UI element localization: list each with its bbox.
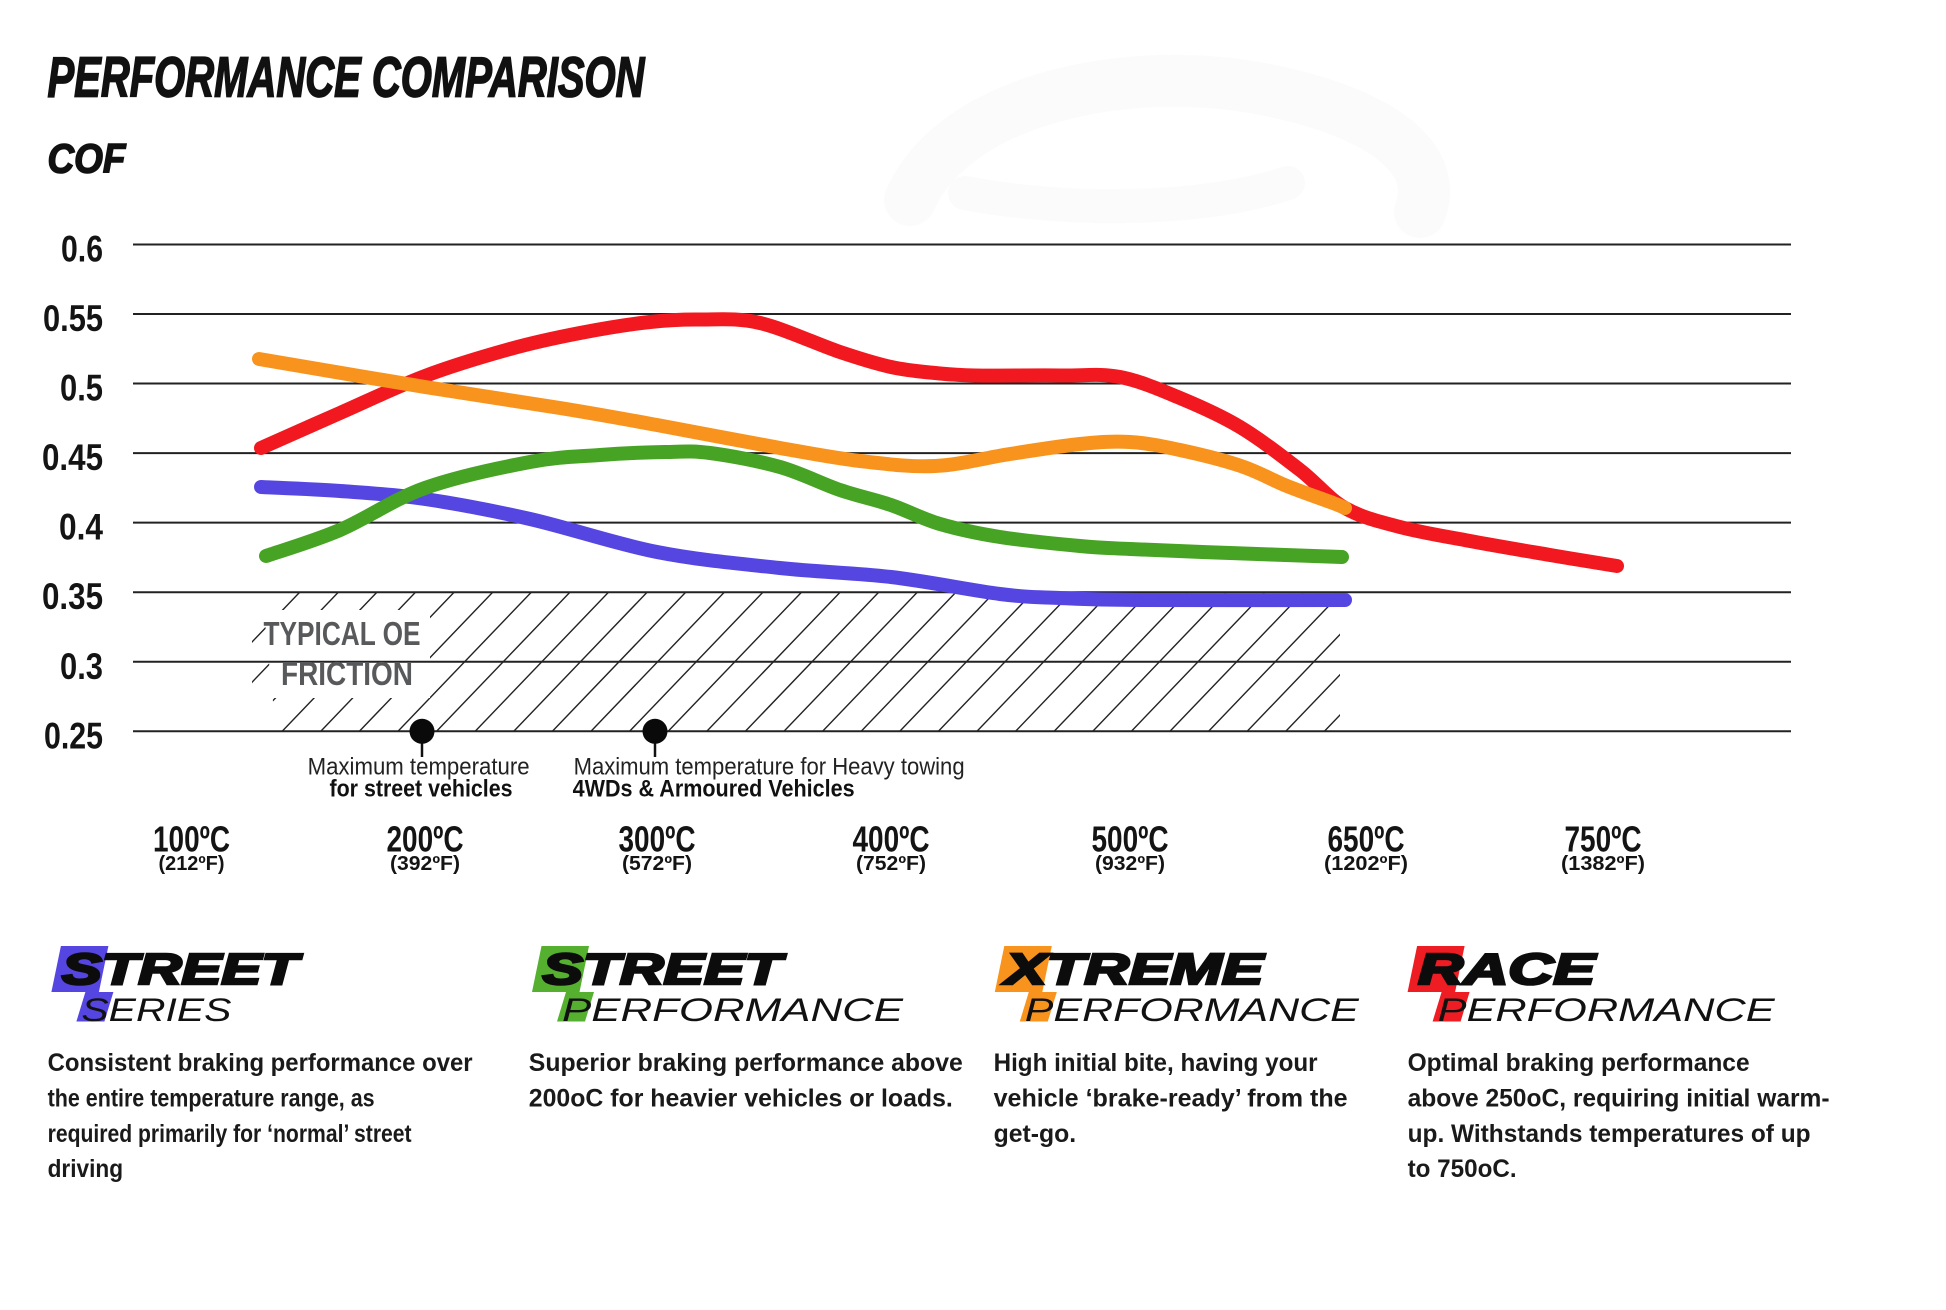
svg-text:driving: driving (48, 1155, 124, 1183)
svg-text:PERFORMANCE: PERFORMANCE (562, 992, 904, 1028)
svg-text:300ºC: 300ºC (619, 819, 696, 860)
svg-text:0.4: 0.4 (59, 507, 103, 548)
svg-text:200oC for heavier vehicles or: 200oC for heavier vehicles or loads. (529, 1085, 953, 1113)
svg-text:0.25: 0.25 (44, 715, 103, 756)
svg-text:for street vehicles: for street vehicles (330, 775, 513, 802)
svg-text:500ºC: 500ºC (1092, 819, 1169, 860)
svg-text:650ºC: 650ºC (1328, 819, 1405, 860)
svg-text:SERIES: SERIES (81, 992, 231, 1028)
svg-text:STREET: STREET (62, 946, 303, 994)
svg-text:get-go.: get-go. (994, 1120, 1077, 1148)
svg-text:COF: COF (48, 135, 127, 181)
svg-text:above 250oC, requiring initial: above 250oC, requiring initial warm- (1408, 1085, 1830, 1113)
svg-text:(932ºF): (932ºF) (1095, 852, 1165, 875)
svg-text:(572ºF): (572ºF) (622, 852, 692, 875)
svg-text:0.3: 0.3 (60, 646, 103, 687)
svg-text:PERFORMANCE: PERFORMANCE (1025, 992, 1360, 1028)
svg-text:the entire temperature range,: the entire temperature range, as (48, 1085, 375, 1113)
svg-text:Maximum temperature for Heavy: Maximum temperature for Heavy towing (574, 754, 965, 781)
svg-text:Consistent braking performance: Consistent braking performance over (48, 1049, 473, 1077)
svg-text:4WDs & Armoured Vehicles: 4WDs & Armoured Vehicles (573, 775, 855, 802)
svg-text:100ºC: 100ºC (153, 819, 230, 860)
svg-text:RACE: RACE (1418, 946, 1598, 994)
svg-text:FRICTION: FRICTION (281, 655, 413, 692)
svg-text:High initial bite, having your: High initial bite, having your (994, 1049, 1318, 1077)
svg-text:0.6: 0.6 (61, 228, 103, 269)
svg-text:0.35: 0.35 (42, 576, 103, 617)
svg-text:0.55: 0.55 (43, 298, 103, 339)
svg-text:up. Withstands temperatures of: up. Withstands temperatures of up (1408, 1120, 1811, 1148)
svg-text:Optimal braking performance: Optimal braking performance (1408, 1049, 1750, 1077)
svg-text:required primarily for ‘normal: required primarily for ‘normal’ street (48, 1120, 413, 1148)
svg-text:PERFORMANCE COMPARISON: PERFORMANCE COMPARISON (48, 46, 646, 110)
svg-text:to 750oC.: to 750oC. (1408, 1155, 1517, 1183)
svg-text:Maximum temperature: Maximum temperature (308, 754, 530, 781)
svg-text:vehicle ‘brake-ready’ from the: vehicle ‘brake-ready’ from the (994, 1085, 1348, 1113)
svg-text:STREET: STREET (543, 946, 787, 994)
svg-text:XTREME: XTREME (1002, 946, 1266, 994)
svg-text:TYPICAL OE: TYPICAL OE (264, 615, 421, 652)
svg-text:Superior braking performance a: Superior braking performance above (529, 1049, 963, 1077)
svg-text:(752ºF): (752ºF) (856, 852, 926, 875)
svg-text:750ºC: 750ºC (1565, 819, 1642, 860)
svg-text:400ºC: 400ºC (853, 819, 930, 860)
svg-text:(212ºF): (212ºF) (159, 852, 225, 875)
svg-text:0.5: 0.5 (60, 368, 103, 409)
svg-text:0.45: 0.45 (42, 437, 103, 478)
svg-text:(392ºF): (392ºF) (390, 852, 460, 875)
svg-text:(1202ºF): (1202ºF) (1324, 852, 1408, 875)
svg-text:200ºC: 200ºC (387, 819, 464, 860)
svg-text:(1382ºF): (1382ºF) (1561, 852, 1645, 875)
svg-text:PERFORMANCE: PERFORMANCE (1438, 992, 1776, 1028)
